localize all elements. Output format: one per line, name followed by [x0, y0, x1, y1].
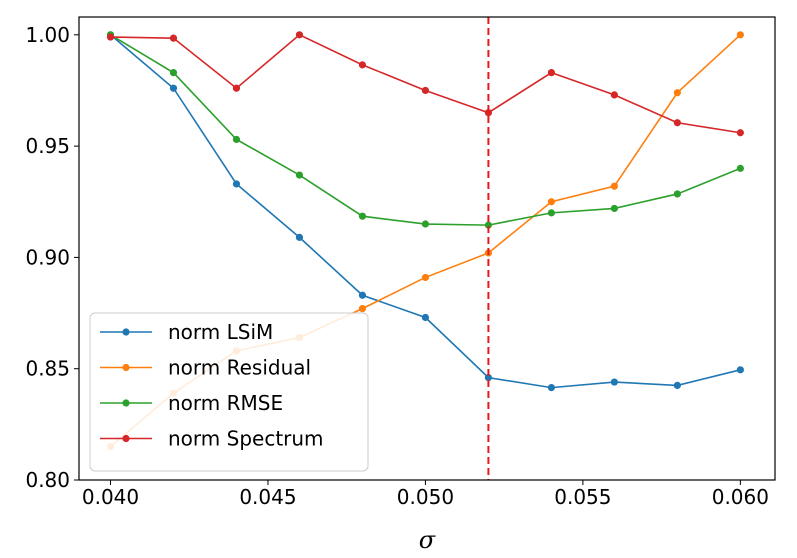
data-point-norm-lsim — [295, 233, 304, 241]
legend-marker — [122, 434, 130, 443]
data-point-norm-residual — [358, 305, 367, 313]
data-point-norm-residual — [736, 31, 744, 39]
x-tick-label: 0.045 — [239, 485, 296, 509]
y-tick-label: 0.85 — [25, 357, 70, 381]
data-point-norm-lsim — [484, 374, 493, 382]
data-point-norm-spectrum — [736, 129, 744, 137]
legend-marker — [122, 399, 130, 407]
y-tick-label: 1.00 — [25, 23, 70, 47]
data-point-norm-rmse — [547, 209, 555, 217]
y-tick-label: 0.95 — [25, 134, 70, 158]
legend-label: norm Residual — [168, 356, 311, 380]
data-point-norm-spectrum — [232, 84, 241, 92]
data-point-norm-spectrum — [547, 69, 555, 77]
data-point-norm-rmse — [295, 171, 304, 179]
legend-label: norm LSiM — [168, 320, 273, 344]
data-point-norm-lsim — [547, 384, 555, 392]
x-axis-label: σ — [419, 526, 436, 554]
data-point-norm-spectrum — [421, 86, 430, 95]
data-point-norm-residual — [673, 89, 681, 97]
data-point-norm-spectrum — [358, 61, 367, 69]
data-point-norm-lsim — [736, 366, 744, 374]
x-tick-label: 0.055 — [554, 485, 611, 509]
x-tick-label: 0.040 — [82, 485, 139, 509]
data-point-norm-rmse — [610, 204, 618, 213]
data-point-norm-residual — [547, 198, 555, 206]
data-point-norm-residual — [421, 273, 430, 282]
x-tick-label: 0.050 — [397, 485, 454, 509]
data-point-norm-spectrum — [169, 34, 178, 42]
data-point-norm-lsim — [358, 291, 367, 299]
legend-marker — [122, 328, 130, 336]
y-tick-label: 0.90 — [25, 245, 70, 269]
data-point-norm-rmse — [421, 220, 430, 228]
legend-box — [89, 312, 369, 472]
data-point-norm-spectrum — [295, 31, 304, 39]
data-point-norm-lsim — [421, 313, 430, 322]
data-point-norm-spectrum — [106, 33, 115, 41]
data-point-norm-lsim — [610, 378, 618, 386]
x-tick-label: 0.060 — [712, 485, 769, 509]
data-point-norm-rmse — [169, 69, 178, 77]
data-point-norm-rmse — [673, 190, 681, 198]
data-point-norm-rmse — [232, 135, 241, 144]
legend-marker — [122, 363, 130, 372]
data-point-norm-rmse — [358, 212, 367, 220]
data-point-norm-lsim — [232, 180, 241, 188]
data-point-norm-spectrum — [673, 119, 681, 127]
data-point-norm-lsim — [673, 381, 681, 389]
data-point-norm-residual — [610, 182, 618, 190]
y-tick-label: 0.80 — [25, 468, 70, 492]
data-point-norm-rmse — [736, 164, 744, 172]
legend: norm LSiM norm Residual norm RMSE norm Spec… — [89, 312, 369, 472]
data-point-norm-rmse — [484, 221, 493, 229]
data-point-norm-spectrum — [484, 109, 493, 117]
data-point-norm-spectrum — [610, 91, 618, 99]
series-line-norm-spectrum — [110, 33, 741, 134]
legend-label: norm Spectrum — [168, 427, 324, 451]
plot-frame — [78, 16, 776, 481]
legend-label: norm RMSE — [168, 391, 283, 415]
axes: 0.040 0.045 0.050 0.055 0.060 0.80 0.85 0.90 0.9… — [25, 23, 769, 509]
data-point-norm-lsim — [169, 84, 178, 92]
